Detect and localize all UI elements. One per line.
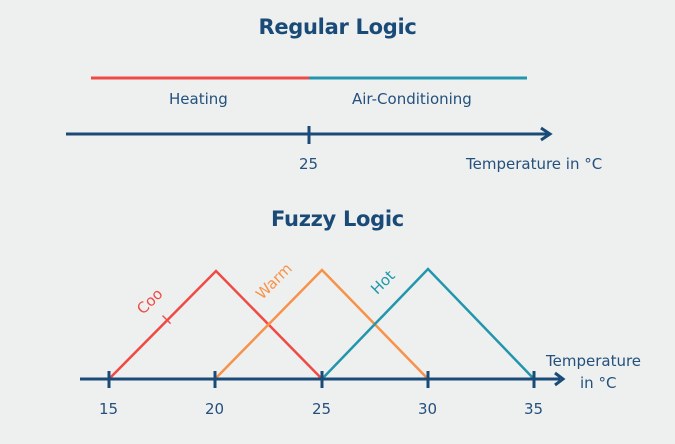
ac-label: Air-Conditioning bbox=[352, 90, 472, 108]
regular-axis-arrow-icon bbox=[540, 126, 553, 142]
fuzzy-axis-label-line2: in °C bbox=[580, 374, 617, 392]
fuzzy-tick-label-20: 20 bbox=[205, 400, 225, 418]
warm-membership-triangle bbox=[214, 268, 429, 380]
fuzzy-axis-label-line1: Temperature bbox=[546, 352, 642, 370]
regular-axis-label: Temperature in °C bbox=[466, 155, 603, 173]
fuzzy-logic-title: Fuzzy Logic bbox=[271, 207, 404, 231]
fuzzy-tick-label-25: 25 bbox=[312, 400, 332, 418]
regular-logic-title: Regular Logic bbox=[258, 15, 417, 39]
regular-tick-label-25: 25 bbox=[299, 155, 319, 173]
cool-membership-triangle bbox=[108, 269, 323, 380]
hot-membership-triangle bbox=[321, 267, 535, 380]
fuzzy-tick-label-15: 15 bbox=[99, 400, 119, 418]
heating-label: Heating bbox=[169, 90, 228, 108]
fuzzy-tick-label-30: 30 bbox=[418, 400, 438, 418]
fuzzy-tick-label-35: 35 bbox=[524, 400, 544, 418]
fuzzy-axis-arrow-icon bbox=[554, 371, 566, 387]
